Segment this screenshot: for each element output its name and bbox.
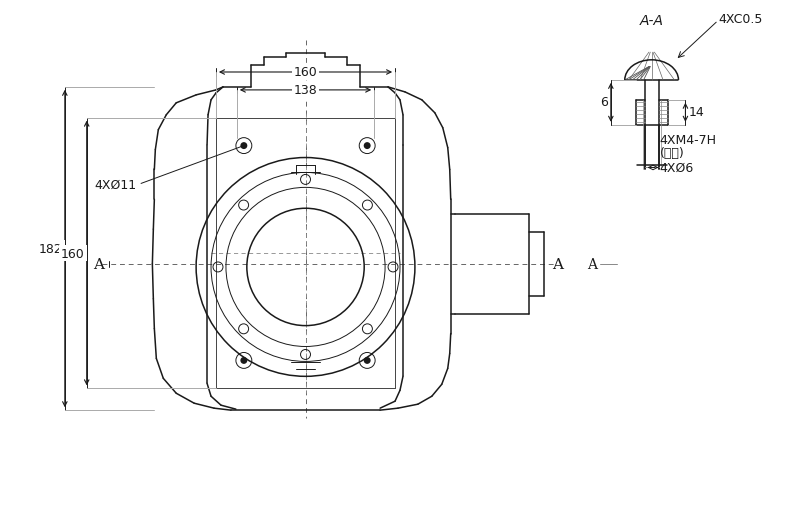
Text: 4XC0.5: 4XC0.5 xyxy=(718,13,762,26)
Text: 160: 160 xyxy=(61,247,85,260)
Text: (通孔): (通孔) xyxy=(659,147,684,160)
Text: 4XM4-7H: 4XM4-7H xyxy=(659,134,717,147)
Text: 138: 138 xyxy=(294,84,318,97)
Circle shape xyxy=(240,143,247,150)
Text: A-A: A-A xyxy=(640,14,664,28)
Circle shape xyxy=(240,357,247,364)
Text: 14: 14 xyxy=(689,106,704,119)
Text: A: A xyxy=(587,258,597,271)
Text: 6: 6 xyxy=(600,96,608,109)
Text: 4XØ11: 4XØ11 xyxy=(94,179,137,191)
Circle shape xyxy=(364,357,370,364)
Text: A: A xyxy=(552,258,563,271)
Text: A: A xyxy=(93,258,104,271)
Text: 160: 160 xyxy=(294,66,318,79)
Text: 4XØ6: 4XØ6 xyxy=(659,162,694,175)
Circle shape xyxy=(364,143,370,150)
Text: 182: 182 xyxy=(39,242,63,255)
